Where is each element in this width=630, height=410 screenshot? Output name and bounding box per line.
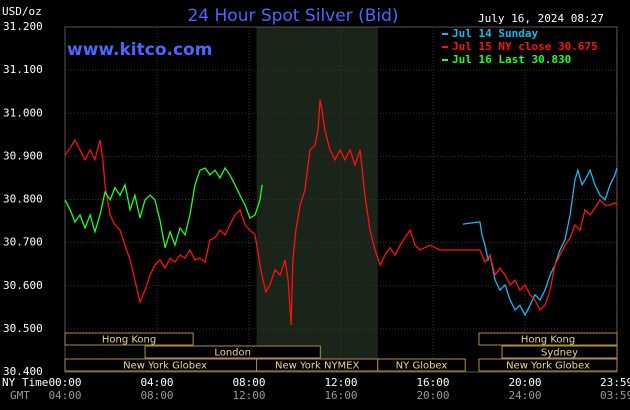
- gmt-tick-label: 04:00: [48, 389, 81, 402]
- session-label: New York NYMEX: [275, 361, 360, 372]
- x-tick-label: 12:00: [324, 376, 357, 389]
- lines-layer: [64, 99, 618, 326]
- session-label: NY Globex: [396, 361, 448, 372]
- y-tick-label: 30.700: [3, 236, 43, 249]
- session-box: [377, 358, 466, 372]
- chart-title: 24 Hour Spot Silver (Bid): [187, 6, 398, 26]
- timestamp: July 16, 2024 08:27: [478, 12, 604, 25]
- y-tick-label: 30.900: [3, 149, 43, 162]
- y-tick-label: 30.600: [3, 279, 43, 292]
- session-box: [501, 345, 618, 359]
- legend-label: Jul 16 Last 30.830: [452, 53, 571, 66]
- gmt-tick-label: 20:00: [416, 389, 449, 402]
- y-tick-label: 31.100: [3, 63, 43, 76]
- x-tick-label: 23:59: [600, 376, 630, 389]
- y-tick-label: 31.000: [3, 106, 43, 119]
- x-tick-label: 04:00: [140, 376, 173, 389]
- x-tick-label: 00:00: [48, 376, 81, 389]
- session-label: London: [214, 348, 251, 359]
- x-tick-label: 20:00: [508, 376, 541, 389]
- x-tick-label: 08:00: [232, 376, 265, 389]
- unit-label: USD/oz: [2, 5, 42, 18]
- gmt-tick-label: 12:00: [232, 389, 265, 402]
- session-box: [64, 332, 194, 346]
- gmt-tick-label: 08:00: [140, 389, 173, 402]
- session-box: [144, 345, 321, 359]
- legend-label: Jul 14 Sunday: [452, 27, 538, 40]
- x-row-label: GMT: [10, 389, 30, 402]
- session-label: Hong Kong: [102, 335, 156, 346]
- x-row-label: NY Time: [2, 376, 48, 389]
- y-tick-label: 30.800: [3, 193, 43, 206]
- watermark: www.kitco.com: [67, 40, 212, 60]
- gmt-tick-label: 24:00: [508, 389, 541, 402]
- x-tick-label: 16:00: [416, 376, 449, 389]
- series-line: [64, 166, 263, 248]
- gmt-tick-label: 16:00: [324, 389, 357, 402]
- sessions-layer: Hong Kong London New York Globex New York N…: [64, 332, 618, 372]
- session-label: New York Globex: [123, 361, 207, 372]
- series-line: [64, 99, 618, 326]
- y-tick-label: 31.200: [3, 20, 43, 33]
- session-box: [478, 332, 618, 346]
- session-label: Sydney: [541, 348, 578, 359]
- grid-layer: [64, 26, 618, 373]
- session-label: New York Globex: [506, 361, 590, 372]
- legend-label: Jul 15 NY close 30.675: [452, 40, 598, 53]
- y-tick-label: 30.500: [3, 322, 43, 335]
- session-label: Hong Kong: [521, 335, 575, 346]
- labels-layer: 30.400 30.500 30.600 30.700 30.800 30.900 31.0…: [3, 20, 630, 402]
- plot-border: [64, 26, 618, 373]
- gmt-tick-label: 03:59: [600, 389, 630, 402]
- session-box: [478, 358, 618, 372]
- y-tick-label: 30.400: [3, 365, 43, 378]
